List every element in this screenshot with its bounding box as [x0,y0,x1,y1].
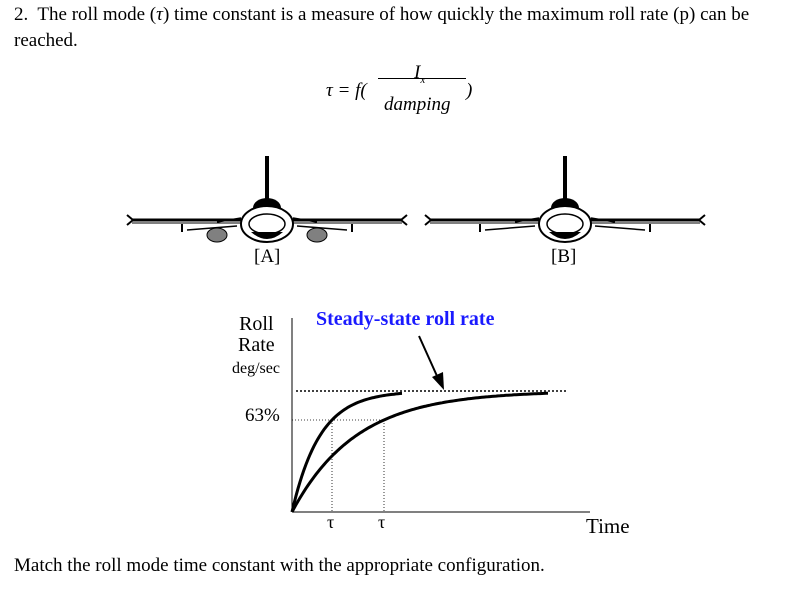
aircraft-b [423,154,707,244]
tau-slow-label: τ [378,512,386,532]
63-percent-label: 63% [245,405,280,426]
instruction-text: Match the roll mode time constant with t… [14,555,545,576]
external-store-right [306,227,328,243]
x-axis-label: Time [586,514,630,538]
slow-response-curve [290,391,548,513]
y-axis-label: Roll Rate [238,313,275,356]
external-store-left [206,227,228,243]
fast-response-curve [290,391,403,513]
tau-fast-label: τ [327,512,335,532]
steady-state-annotation: Steady-state roll rate [316,308,495,330]
label-b: [B] [551,246,577,267]
question-text: 2. The roll mode (τ) time constant is a … [14,4,750,51]
y-axis-unit: deg/sec [232,360,280,377]
arrow-head [432,372,444,390]
roll-rate-chart [290,318,590,513]
label-a: [A] [254,246,281,267]
annotation-arrow [418,335,438,377]
aircraft-a [125,154,409,244]
